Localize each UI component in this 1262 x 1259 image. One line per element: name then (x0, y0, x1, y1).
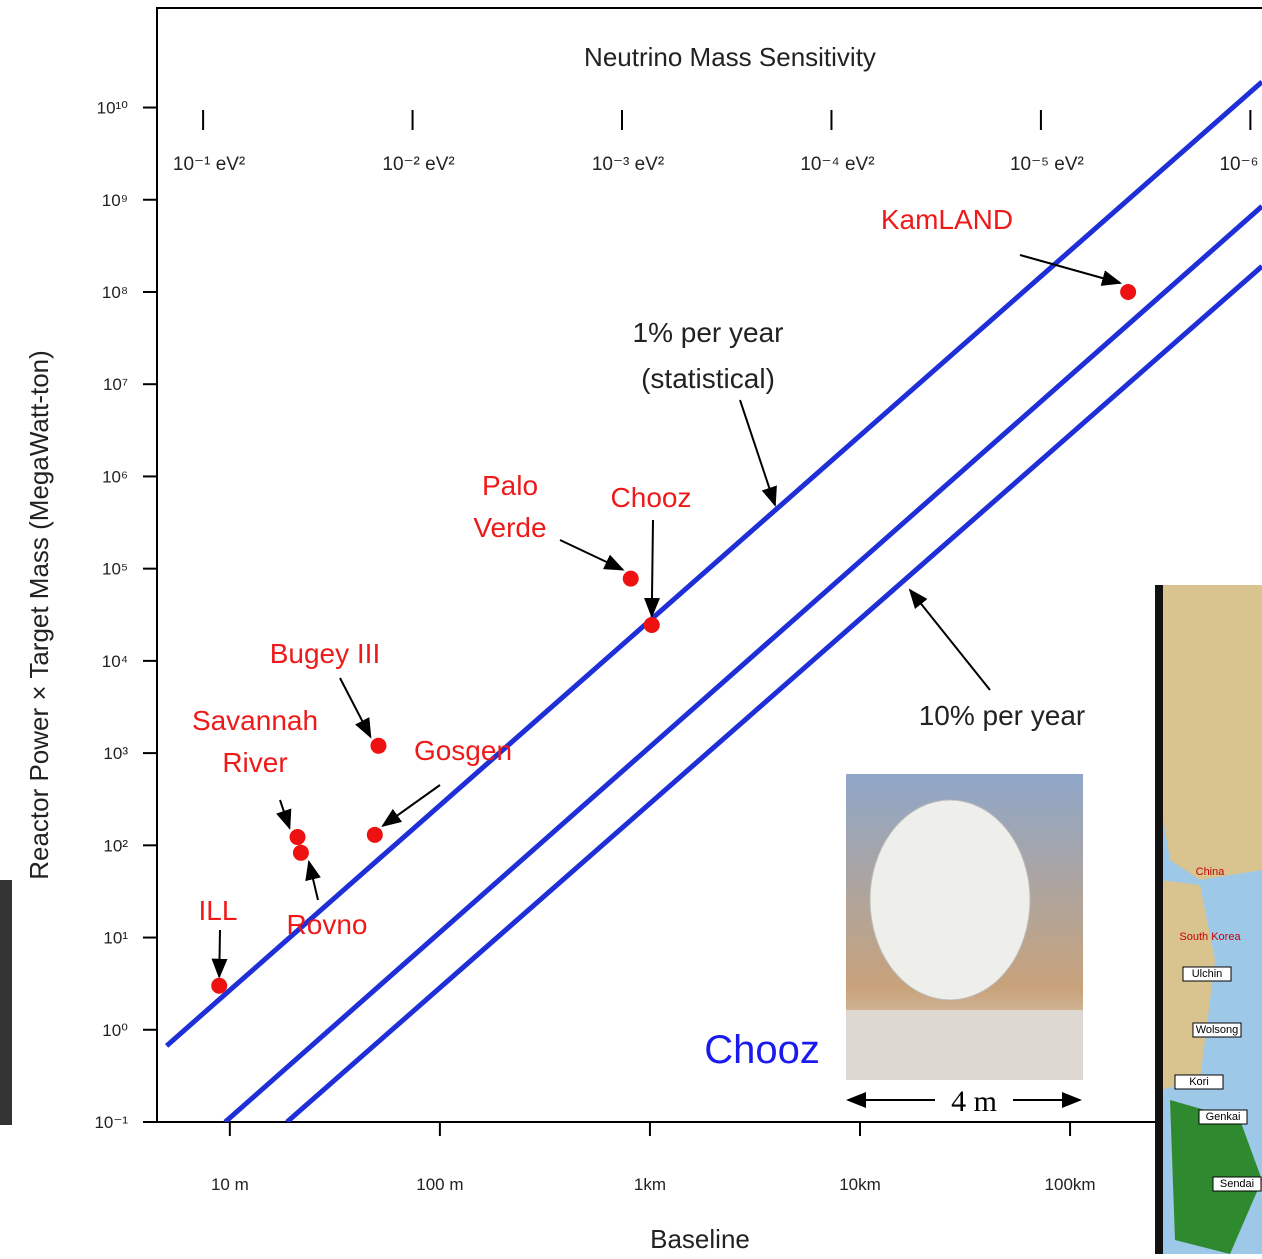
plot-area (167, 82, 1262, 1122)
x-tick-label: 100km (1045, 1175, 1096, 1194)
label-arrow (309, 862, 318, 900)
y-tick-label: 10⁸ (102, 283, 128, 302)
point-label: River (222, 747, 287, 778)
label-arrow (560, 540, 623, 570)
data-point (290, 829, 306, 845)
map-label: South Korea (1179, 931, 1241, 943)
cropped-image (0, 880, 12, 1125)
x-tick-label: 1km (634, 1175, 666, 1194)
point-label: Rovno (287, 909, 368, 940)
chart: Neutrino Mass Sensitivity Baseline React… (0, 0, 1262, 1254)
data-point (211, 978, 227, 994)
y-tick-label: 10⁻¹ (94, 1113, 128, 1132)
sensitivity-line (167, 82, 1262, 1046)
y-tick-label: 10⁷ (103, 375, 128, 394)
data-point (1120, 284, 1136, 300)
x-tick-label: 10 m (211, 1175, 249, 1194)
map-label: Wolsong (1196, 1024, 1239, 1036)
point-label: Savannah (192, 705, 318, 736)
point-label: ILL (199, 895, 238, 926)
x2-tick-label: 10⁻⁵ eV² (1010, 154, 1084, 175)
sensitivity-line (287, 266, 1262, 1122)
data-point (644, 617, 660, 633)
x-tick-label: 100 m (416, 1175, 463, 1194)
y-tick-label: 10³ (103, 744, 128, 763)
label-arrow (340, 678, 370, 737)
annotation-arrow (910, 590, 990, 690)
annotation: 10% per year (919, 700, 1086, 731)
y-tick-label: 10⁰ (102, 1021, 128, 1040)
annotation-arrow (740, 400, 775, 505)
x2-tick-label: 10⁻¹ eV² (173, 154, 245, 175)
data-point (293, 845, 309, 861)
x2-axis-label: Neutrino Mass Sensitivity (584, 42, 876, 72)
map-inset (1155, 585, 1262, 1254)
annotation: (statistical) (641, 363, 775, 394)
x-axis-label: Baseline (650, 1224, 750, 1254)
annotation: 1% per year (633, 317, 784, 348)
data-point (370, 738, 386, 754)
map-label: Ulchin (1192, 968, 1223, 980)
y-axis-label: Reactor Power × Target Mass (MegaWatt-to… (24, 350, 54, 880)
map-label: Genkai (1206, 1111, 1241, 1123)
y-tick-label: 10² (103, 836, 128, 855)
map-label: Sendai (1220, 1178, 1254, 1190)
x2-tick-label: 10⁻⁴ eV² (800, 154, 874, 175)
point-label: Bugey III (270, 638, 381, 669)
photo-inset (846, 774, 1083, 1116)
label-arrow (219, 930, 220, 977)
photo-label: Chooz (704, 1028, 820, 1072)
map-label: Kori (1189, 1076, 1209, 1088)
map-label: China (1196, 866, 1226, 878)
scale-label: 4 m (951, 1085, 997, 1118)
data-point (623, 571, 639, 587)
y-tick-label: 10⁴ (102, 652, 128, 671)
y-tick-label: 10⁹ (102, 191, 128, 210)
y-tick-label: 10⁶ (102, 467, 128, 486)
label-arrow (383, 785, 440, 826)
x2-tick-label: 10⁻³ eV² (592, 154, 664, 175)
x2-tick-label: 10⁻⁶ eV² (1219, 154, 1262, 175)
label-arrow (280, 800, 290, 828)
x2-tick-label: 10⁻² eV² (382, 154, 454, 175)
y-tick-label: 10⁵ (102, 560, 128, 579)
y-tick-label: 10¹⁰ (97, 99, 129, 118)
data-point (367, 827, 383, 843)
point-label: Gosgen (414, 735, 512, 766)
y-tick-label: 10¹ (103, 929, 128, 948)
point-label: Chooz (611, 482, 692, 513)
point-label: Palo (482, 470, 538, 501)
point-label: Verde (473, 512, 546, 543)
x-tick-label: 10km (839, 1175, 881, 1194)
label-arrow (652, 520, 653, 616)
point-label: KamLAND (881, 204, 1013, 235)
